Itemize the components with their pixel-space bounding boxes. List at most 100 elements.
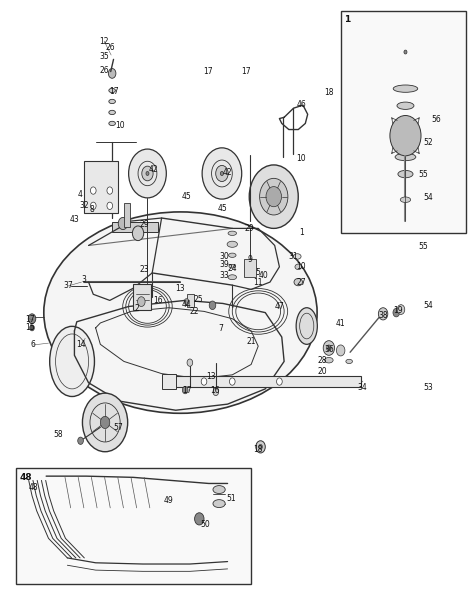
Text: 18: 18: [324, 88, 334, 97]
Text: 16: 16: [210, 386, 219, 395]
Ellipse shape: [398, 136, 413, 143]
Text: 11: 11: [254, 278, 263, 287]
Ellipse shape: [109, 88, 116, 93]
Text: 12: 12: [100, 37, 109, 45]
Text: 18: 18: [254, 446, 263, 454]
Ellipse shape: [109, 99, 116, 104]
Ellipse shape: [397, 102, 414, 109]
Text: 54: 54: [423, 193, 433, 202]
Text: 22: 22: [190, 307, 200, 316]
Text: 29: 29: [245, 224, 255, 233]
Circle shape: [28, 314, 36, 324]
Ellipse shape: [294, 278, 302, 286]
Circle shape: [118, 218, 128, 230]
Ellipse shape: [229, 264, 236, 268]
Text: 44: 44: [182, 300, 191, 308]
Text: 15: 15: [25, 324, 35, 332]
Text: 42: 42: [148, 166, 158, 174]
Text: 42: 42: [223, 168, 232, 177]
Bar: [341, 10, 465, 234]
Bar: [133, 284, 151, 310]
Text: 45: 45: [218, 204, 228, 213]
Text: 17: 17: [25, 316, 35, 324]
Text: 19: 19: [393, 306, 403, 314]
Circle shape: [182, 386, 188, 394]
Text: 36: 36: [324, 345, 334, 354]
Text: 5: 5: [256, 268, 261, 277]
Circle shape: [404, 50, 407, 54]
Circle shape: [146, 172, 149, 175]
Text: 1: 1: [299, 227, 303, 237]
Ellipse shape: [228, 253, 236, 257]
Text: 13: 13: [206, 372, 216, 381]
Text: PARTSTREE: PARTSTREE: [118, 279, 242, 298]
Text: 32: 32: [79, 200, 89, 210]
Circle shape: [107, 202, 113, 210]
Text: 10: 10: [115, 121, 125, 131]
Circle shape: [390, 115, 421, 156]
Text: 1: 1: [345, 15, 351, 25]
Circle shape: [132, 226, 144, 240]
Ellipse shape: [109, 121, 116, 126]
Bar: [187, 294, 194, 306]
Circle shape: [393, 308, 400, 317]
Text: 17: 17: [203, 67, 213, 76]
Circle shape: [378, 308, 388, 320]
Text: 7: 7: [218, 324, 223, 333]
Text: 3: 3: [82, 275, 86, 284]
Text: 57: 57: [113, 423, 123, 432]
Circle shape: [337, 345, 345, 356]
Text: 6: 6: [31, 340, 36, 349]
Ellipse shape: [50, 326, 94, 397]
Circle shape: [107, 187, 113, 194]
Circle shape: [323, 341, 335, 356]
Circle shape: [399, 44, 412, 60]
Text: 25: 25: [193, 295, 203, 304]
Text: 4: 4: [78, 189, 82, 199]
Circle shape: [216, 166, 228, 181]
Text: 31: 31: [289, 252, 298, 261]
Text: 48: 48: [19, 473, 32, 482]
Ellipse shape: [400, 197, 410, 202]
Ellipse shape: [228, 275, 237, 280]
Circle shape: [195, 512, 204, 525]
Text: 10: 10: [296, 262, 306, 271]
Circle shape: [327, 345, 331, 351]
Text: 47: 47: [274, 302, 284, 311]
Circle shape: [213, 388, 219, 395]
Circle shape: [78, 437, 83, 444]
Text: 27: 27: [296, 278, 306, 287]
Circle shape: [109, 69, 116, 78]
Circle shape: [229, 378, 235, 385]
Circle shape: [220, 172, 224, 175]
Circle shape: [91, 202, 96, 210]
Ellipse shape: [44, 212, 317, 413]
Ellipse shape: [213, 485, 225, 493]
Circle shape: [201, 378, 207, 385]
Text: 43: 43: [70, 215, 79, 224]
Ellipse shape: [109, 110, 116, 115]
Text: 51: 51: [226, 494, 236, 503]
Circle shape: [100, 416, 110, 428]
Text: 26: 26: [106, 44, 116, 52]
Text: 35: 35: [99, 52, 109, 61]
Text: 45: 45: [182, 192, 191, 201]
Ellipse shape: [228, 231, 237, 235]
Circle shape: [202, 148, 242, 199]
Ellipse shape: [295, 264, 301, 270]
Circle shape: [137, 297, 145, 306]
Text: 29: 29: [139, 220, 149, 229]
Text: 38: 38: [378, 311, 388, 319]
Ellipse shape: [398, 170, 413, 178]
Text: 49: 49: [164, 496, 173, 505]
Circle shape: [184, 299, 189, 305]
Circle shape: [91, 187, 96, 194]
Circle shape: [256, 441, 265, 453]
Ellipse shape: [325, 357, 333, 363]
Text: 53: 53: [423, 383, 433, 392]
Text: 40: 40: [259, 271, 269, 280]
Text: 50: 50: [201, 520, 210, 529]
Text: 28: 28: [317, 356, 327, 365]
Bar: [84, 161, 118, 213]
Text: 17: 17: [242, 67, 251, 76]
